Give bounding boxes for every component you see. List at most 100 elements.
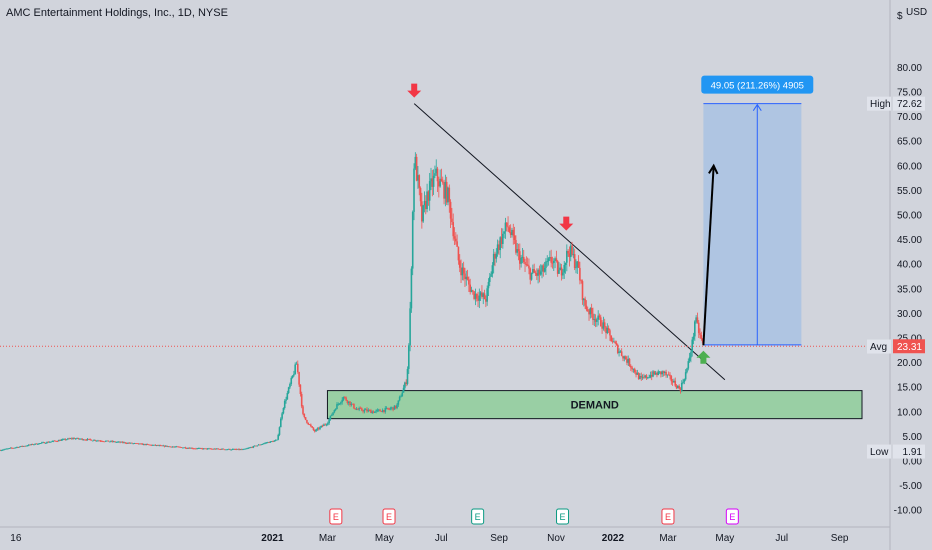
candle-body [312,427,315,431]
candle-body [477,298,479,301]
candle-body [632,368,635,370]
earnings-label: E [333,512,339,522]
candle-body [503,231,505,234]
candle-body [644,375,646,378]
candle-body [239,449,242,451]
candle-body [488,276,491,282]
candle-body [273,440,276,442]
candle-body [161,445,163,447]
candle-body [571,245,573,255]
candle-body [647,377,649,379]
candle-body [152,445,154,446]
candle-body [18,446,21,448]
candle-body [337,403,340,405]
candle-body [64,438,67,440]
candle-body [321,425,324,427]
candle-body [507,226,509,228]
y-tick-label: -10.00 [894,506,923,517]
candle-body [618,351,620,353]
candle-body [84,439,86,441]
candle-body [611,341,614,343]
candle-body [88,438,90,440]
candle-body [222,448,225,450]
candle-body [700,335,703,339]
candle-body [196,448,199,450]
candle-body [248,447,251,449]
candle-body [362,410,364,412]
candle-body [423,201,426,206]
avg-name-box [867,339,891,354]
candle-body [187,447,189,449]
target-label: 49.05 (211.26%) 4905 [711,81,804,92]
candle-body [204,448,206,450]
earnings-label: E [729,512,735,522]
candle-body [499,237,502,251]
candle-body [129,442,132,444]
candle-body [344,396,346,398]
candle-body [683,379,686,382]
candle-body [157,445,159,446]
candle-body [478,295,481,301]
y-tick-label: 0.00 [903,456,923,467]
y-tick-label: 65.00 [897,137,922,148]
candle-body [195,448,197,450]
candle-body [670,376,673,382]
candle-body [640,376,643,378]
candle-body [351,403,354,405]
earnings-badge [471,508,485,525]
candle-body [434,173,436,176]
candle-body [569,245,572,258]
candle-body [551,262,554,264]
low-name: Low [870,447,889,458]
candle-body [154,444,157,446]
candle-body [367,410,370,412]
candle-body [562,272,564,276]
x-tick-label: Sep [490,533,508,544]
candle-body [209,448,212,450]
candle-body [7,448,9,450]
candle-body [594,318,597,322]
candle-body [695,317,697,322]
candle-body [597,315,599,320]
candle-body [682,381,684,383]
candle-body [550,257,552,263]
candle-body [649,374,652,378]
candle-body [657,371,660,376]
candle-body [492,253,495,266]
candle-body [175,446,178,448]
candle-body [481,292,483,297]
candle-body [471,290,474,292]
candle-body [656,372,658,376]
candle-body [327,423,329,425]
candle-body [661,371,663,375]
candle-body [558,269,560,274]
candle-body [191,447,193,449]
candle-body [417,175,419,181]
candle-body [280,418,282,428]
candle-body [336,404,338,410]
candle-body [445,181,448,203]
candle-body [189,447,192,449]
candle-body [663,371,666,373]
candle-body [251,447,253,449]
candle-body [537,269,539,276]
candle-body [675,385,678,389]
y-tick-label: 40.00 [897,260,922,271]
candle-body [82,439,85,441]
candle-body [90,439,93,441]
candle-body [4,448,7,450]
candle-body [205,448,208,450]
candle-body [524,262,526,265]
candle-body [332,412,334,415]
demand-zone-label: DEMAND [571,400,619,412]
annotations-layer [407,83,719,364]
candle-body [168,446,171,448]
candle-body [257,444,260,446]
candle-body [213,448,215,450]
candle-body [217,448,219,450]
candle-body [350,403,353,406]
candle-body [545,261,547,269]
candle-body [599,317,602,327]
candle-body [473,291,475,299]
